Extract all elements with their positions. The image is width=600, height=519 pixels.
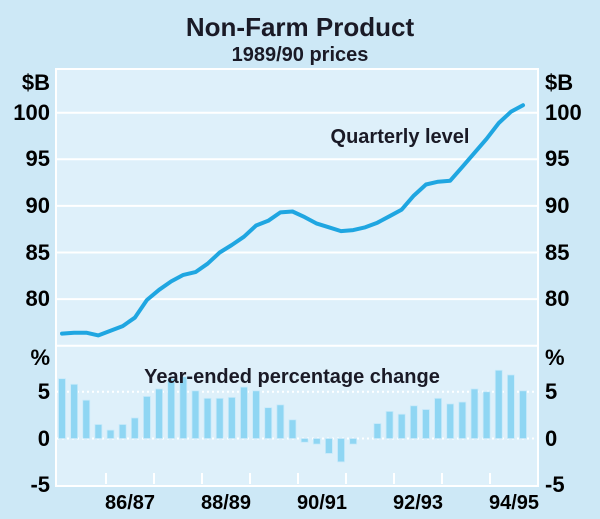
y-tick-100-right: 100: [545, 99, 582, 125]
x-label-94-95: 94/95: [488, 492, 540, 514]
bar-quarter-18: [276, 404, 285, 439]
bar-quarter-12: [203, 397, 212, 439]
bar-quarter-11: [191, 390, 200, 439]
bar-quarter-32: [446, 403, 455, 439]
bar-quarter-15: [240, 386, 248, 439]
bar-quarter-28: [397, 413, 406, 439]
bar-quarter-31: [434, 397, 442, 439]
bar-quarter-10: [179, 376, 188, 439]
bar-quarter-29: [409, 405, 418, 439]
bar-quarter-1: [70, 383, 79, 439]
bar-quarter-22: [325, 438, 333, 454]
quarterly-level-line: [60, 103, 525, 338]
bar-quarter-30: [422, 409, 430, 439]
y-tick-pct--5-right: -5: [545, 472, 565, 498]
bar-quarter-24: [349, 438, 358, 445]
y-tick-pct-0-right: 0: [545, 425, 558, 451]
y-tick-pct--5-left: -5: [30, 472, 50, 498]
y-tick-90-left: 90: [25, 192, 50, 218]
bar-quarter-2: [82, 399, 91, 439]
top-panel-annotation: Quarterly level: [330, 126, 470, 148]
x-label-90-91: 90/91: [296, 492, 348, 514]
bottom-unit-label-left: %: [30, 345, 50, 370]
bar-quarter-16: [252, 390, 261, 439]
bar-quarter-23: [337, 438, 345, 463]
bar-quarter-4: [106, 429, 115, 439]
bar-quarter-20: [300, 438, 309, 443]
chart-title: Non-Farm Product: [185, 12, 415, 42]
bar-quarter-37: [506, 374, 515, 439]
bar-quarter-34: [470, 388, 479, 439]
y-tick-85-left: 85: [25, 239, 50, 265]
plot-area: Quarterly level Year-ended percentage ch…: [55, 68, 539, 487]
y-tick-80-right: 80: [545, 286, 570, 312]
bar-quarter-8: [155, 388, 163, 439]
bar-quarter-35: [482, 391, 491, 439]
bar-quarter-5: [118, 424, 127, 439]
bar-quarter-33: [458, 401, 467, 439]
y-tick-85-right: 85: [545, 239, 570, 265]
bar-quarter-27: [385, 410, 394, 439]
y-tick-100-left: 100: [13, 99, 50, 125]
y-tick-80-left: 80: [25, 286, 50, 312]
y-tick-pct-5-left: 5: [37, 378, 50, 404]
y-tick-pct-0-left: 0: [37, 425, 50, 451]
chart-subtitle: 1989/90 prices: [231, 44, 369, 66]
x-label-92-93: 92/93: [392, 492, 444, 514]
two-panel-chart: [57, 103, 537, 484]
top-unit-label-left: $B: [21, 70, 50, 95]
x-label-88-89: 88/89: [200, 492, 252, 514]
bar-quarter-21: [312, 438, 321, 445]
bottom-panel-annotation: Year-ended percentage change: [144, 366, 440, 388]
bar-quarter-0: [58, 378, 66, 439]
bar-quarter-9: [167, 378, 176, 439]
y-tick-95-right: 95: [545, 146, 570, 172]
y-tick-pct-5-right: 5: [545, 378, 558, 404]
bar-quarter-3: [94, 424, 103, 439]
bar-quarter-19: [288, 419, 297, 439]
x-label-86-87: 86/87: [104, 492, 156, 514]
bar-quarter-17: [264, 407, 273, 439]
top-unit-label-right: $B: [545, 70, 574, 95]
bar-quarter-13: [215, 397, 224, 439]
bar-quarter-7: [143, 396, 151, 439]
y-tick-90-right: 90: [545, 192, 570, 218]
y-tick-95-left: 95: [25, 146, 50, 172]
bar-quarter-6: [130, 417, 139, 439]
bar-quarter-36: [494, 369, 503, 439]
bar-quarter-14: [227, 396, 236, 439]
bar-quarter-26: [373, 423, 382, 439]
bottom-unit-label-right: %: [545, 345, 565, 370]
bar-quarter-38: [519, 390, 527, 439]
